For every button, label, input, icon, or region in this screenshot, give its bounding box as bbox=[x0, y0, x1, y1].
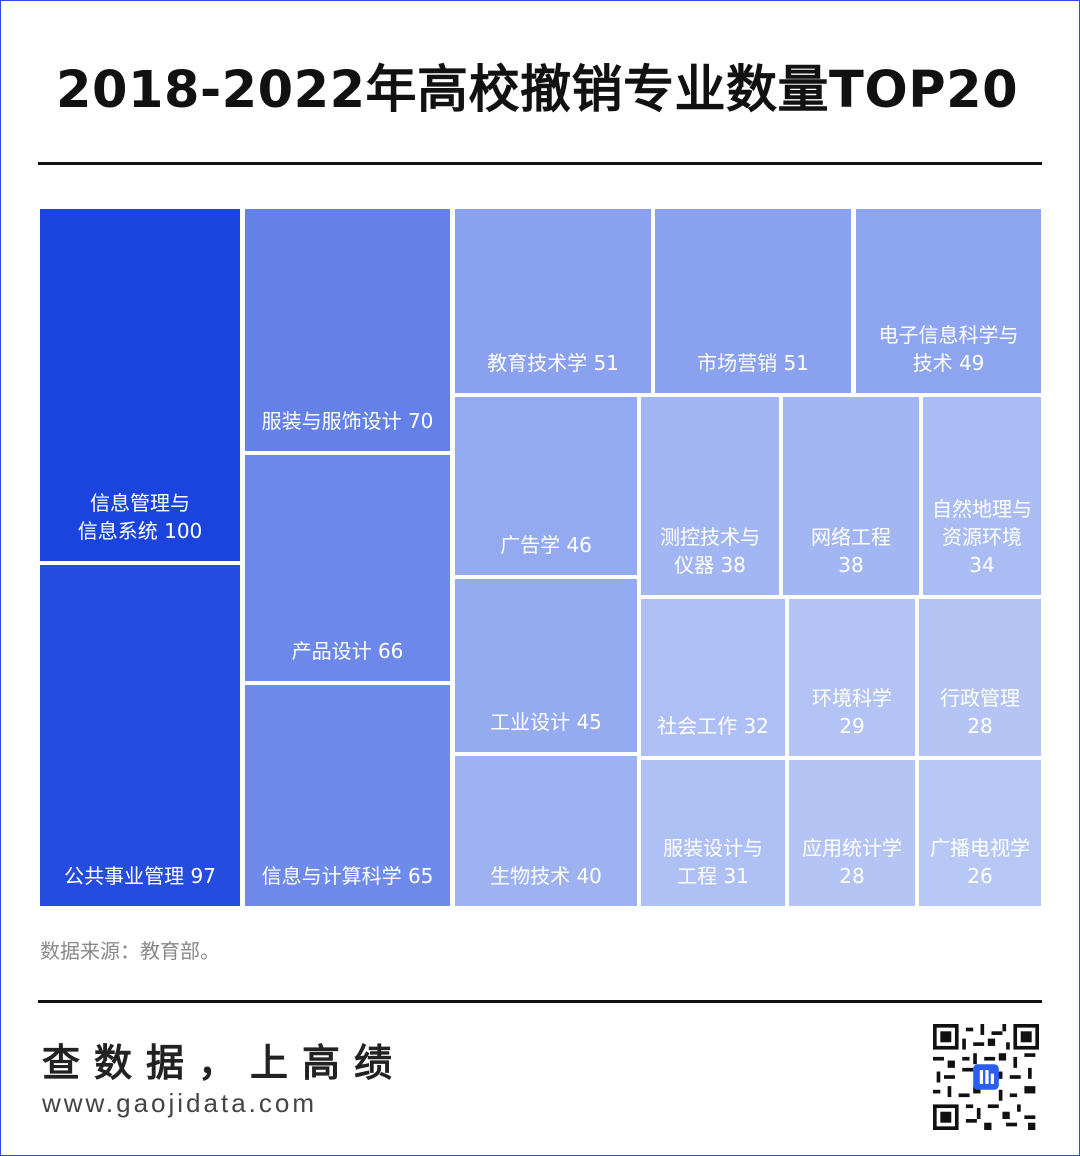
treemap-cell-label: 市场营销 51 bbox=[697, 351, 809, 375]
treemap-cell: 应用统计学 28 bbox=[789, 760, 915, 906]
treemap-cell-label: 应用统计学 28 bbox=[802, 836, 902, 888]
treemap-cell: 服装与服饰设计 70 bbox=[245, 209, 450, 451]
data-source-note: 数据来源：教育部。 bbox=[40, 939, 220, 963]
treemap-cell-label: 公共事业管理 97 bbox=[64, 864, 216, 888]
treemap-cell-label: 电子信息科学与 技术 49 bbox=[878, 323, 1019, 375]
treemap-cell-label: 服装设计与 工程 31 bbox=[663, 836, 763, 888]
treemap-cell: 信息管理与 信息系统 100 bbox=[40, 209, 240, 561]
treemap-cell-label: 行政管理 28 bbox=[940, 686, 1020, 738]
treemap-cell-label: 广播电视学 26 bbox=[930, 836, 1030, 888]
treemap-cell: 广播电视学 26 bbox=[919, 760, 1041, 906]
brand-url: www.gaojidata.com bbox=[42, 1088, 317, 1118]
treemap-cell: 电子信息科学与 技术 49 bbox=[856, 209, 1041, 393]
chart-title: 2018-2022年高校撤销专业数量TOP20 bbox=[56, 61, 1019, 120]
brand-slogan: 查数据，上高绩 bbox=[42, 1041, 407, 1085]
treemap-cell: 工业设计 45 bbox=[455, 579, 637, 752]
treemap-chart: 信息管理与 信息系统 100 公共事业管理 97 服装与服饰设计 70 产品设计 66… bbox=[40, 209, 1041, 906]
treemap-cell-label: 测控技术与 仪器 38 bbox=[660, 525, 760, 577]
qr-code-icon bbox=[933, 1024, 1039, 1130]
treemap-cell: 环境科学 29 bbox=[789, 599, 915, 756]
treemap-cell-label: 教育技术学 51 bbox=[487, 351, 619, 375]
treemap-cell-label: 社会工作 32 bbox=[657, 714, 769, 738]
treemap-cell: 信息与计算科学 65 bbox=[245, 685, 450, 906]
treemap-cell: 生物技术 40 bbox=[455, 756, 637, 906]
treemap-cell: 广告学 46 bbox=[455, 397, 637, 575]
treemap-cell-label: 自然地理与 资源环境 34 bbox=[932, 497, 1032, 577]
treemap-cell: 市场营销 51 bbox=[655, 209, 851, 393]
treemap-cell: 测控技术与 仪器 38 bbox=[641, 397, 779, 595]
treemap-cell: 公共事业管理 97 bbox=[40, 565, 240, 906]
treemap-cell-label: 广告学 46 bbox=[500, 533, 592, 557]
treemap-cell-label: 生物技术 40 bbox=[490, 864, 602, 888]
treemap-cell-label: 服装与服饰设计 70 bbox=[261, 409, 434, 433]
treemap-cell: 教育技术学 51 bbox=[455, 209, 651, 393]
treemap-cell-label: 信息与计算科学 65 bbox=[261, 864, 434, 888]
treemap-cell: 自然地理与 资源环境 34 bbox=[923, 397, 1041, 595]
treemap-cell-label: 产品设计 66 bbox=[291, 639, 404, 663]
treemap-cell: 网络工程 38 bbox=[783, 397, 919, 595]
treemap-cell: 社会工作 32 bbox=[641, 599, 785, 756]
treemap-cell: 产品设计 66 bbox=[245, 455, 450, 681]
treemap-cell: 服装设计与 工程 31 bbox=[641, 760, 785, 906]
treemap-cell-label: 信息管理与 信息系统 100 bbox=[77, 491, 203, 543]
title-divider bbox=[38, 162, 1042, 165]
treemap-cell: 行政管理 28 bbox=[919, 599, 1041, 756]
treemap-cell-label: 环境科学 29 bbox=[812, 686, 892, 738]
treemap-cell-label: 网络工程 38 bbox=[811, 525, 891, 577]
treemap-cell-label: 工业设计 45 bbox=[490, 710, 602, 734]
footer-divider bbox=[38, 1000, 1042, 1003]
